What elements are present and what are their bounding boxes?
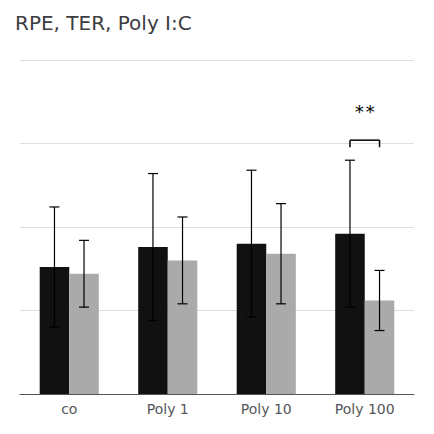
svg-text:Poly 10: Poly 10 xyxy=(241,401,292,417)
svg-text:Poly 1: Poly 1 xyxy=(147,401,189,417)
svg-text:Poly 100: Poly 100 xyxy=(335,401,395,417)
svg-text:co: co xyxy=(61,401,77,417)
svg-text:**: ** xyxy=(354,101,376,122)
svg-text:RPE, TER, Poly I:C: RPE, TER, Poly I:C xyxy=(15,11,192,35)
